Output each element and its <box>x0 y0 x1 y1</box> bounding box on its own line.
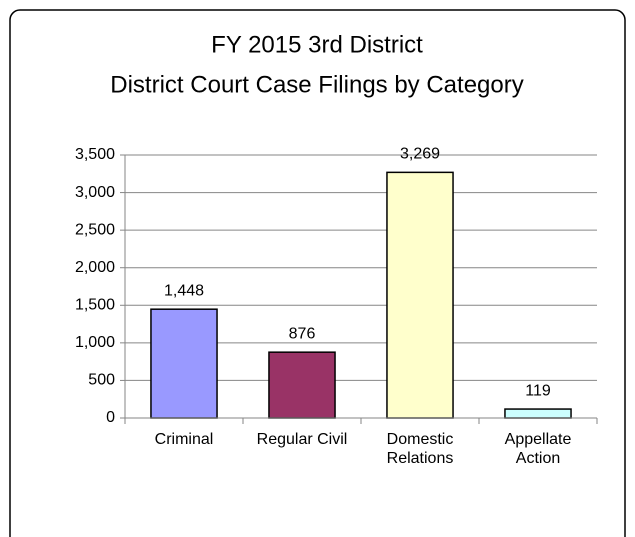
value-label: 1,448 <box>164 282 204 299</box>
y-tick-label: 1,500 <box>75 297 115 314</box>
bar <box>504 408 572 419</box>
chart-title: FY 2015 3rd District <box>211 31 423 58</box>
value-label: 3,269 <box>400 146 440 163</box>
y-tick-label: 0 <box>106 409 115 426</box>
y-tick-label: 3,000 <box>75 184 115 201</box>
y-tick-label: 500 <box>88 372 115 389</box>
value-label: 876 <box>289 325 316 342</box>
x-tick-label: Criminal <box>154 431 214 448</box>
bar <box>268 351 336 419</box>
y-tick-label: 1,000 <box>75 334 115 351</box>
y-tick-label: 2,000 <box>75 259 115 276</box>
y-tick-label: 2,500 <box>75 221 115 238</box>
x-tick-label: Appellate Action <box>504 431 572 467</box>
value-label: 119 <box>525 382 551 399</box>
chart-title: District Court Case Filings by Category <box>110 71 523 98</box>
x-tick-label: Regular Civil <box>256 431 348 448</box>
y-tick-label: 3,500 <box>75 146 115 163</box>
x-tick-label: Domestic Relations <box>386 431 454 467</box>
bar <box>150 308 218 419</box>
bar <box>386 171 454 419</box>
